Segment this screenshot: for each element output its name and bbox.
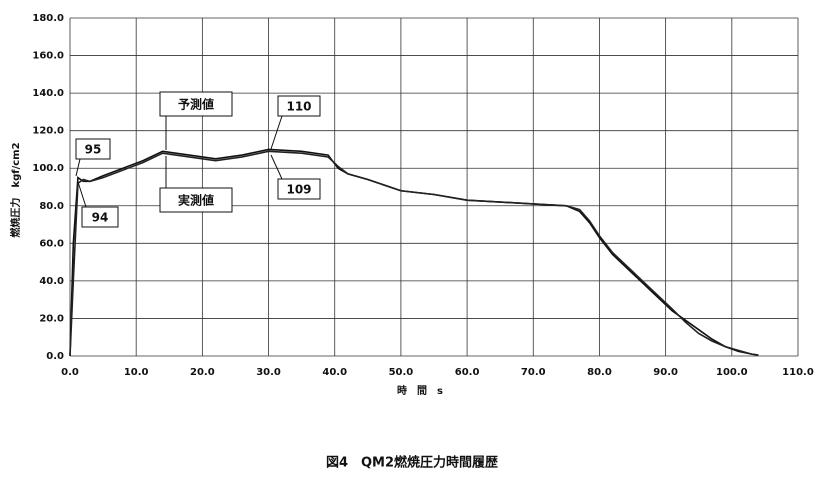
x-tick-label: 10.0 — [124, 367, 149, 378]
y-tick-label: 0.0 — [46, 351, 64, 362]
annotation: 95 — [85, 143, 102, 157]
x-tick-label: 0.0 — [61, 367, 79, 378]
x-tick-label: 40.0 — [322, 367, 347, 378]
annotation: 109 — [286, 183, 311, 197]
leader-line — [77, 181, 87, 208]
x-tick-label: 50.0 — [389, 367, 414, 378]
legend-label-box — [159, 91, 233, 117]
y-tick-label: 100.0 — [32, 163, 64, 174]
legend-label-box — [159, 187, 233, 213]
y-axis-label: 燃焼圧力 kgf/cm2 — [9, 142, 22, 237]
annotation-box — [75, 138, 111, 160]
x-axis-label: 時 間 s — [397, 384, 443, 397]
annotation-box — [277, 95, 321, 117]
leader-line — [75, 158, 81, 177]
y-tick-label: 20.0 — [39, 313, 64, 324]
annotation-box — [277, 178, 321, 200]
x-tick-label: 20.0 — [190, 367, 215, 378]
y-tick-label: 140.0 — [32, 88, 64, 99]
leader-line — [270, 115, 283, 150]
legend-label: 予測値 — [178, 97, 214, 112]
x-tick-label: 100.0 — [716, 367, 748, 378]
x-tick-label: 90.0 — [653, 367, 678, 378]
leader-line — [270, 154, 283, 180]
annotation-box — [81, 206, 119, 228]
annotation: 110 — [286, 100, 311, 114]
x-tick-label: 110.0 — [782, 367, 814, 378]
y-tick-label: 180.0 — [32, 13, 64, 24]
y-tick-label: 160.0 — [32, 51, 64, 62]
y-tick-label: 80.0 — [39, 201, 64, 212]
y-tick-label: 60.0 — [39, 238, 64, 249]
legend-label: 実測値 — [178, 193, 214, 208]
chart-title: 図4 QM2燃焼圧力時間履歴 — [326, 455, 498, 471]
series-line — [69, 150, 759, 357]
series-line — [69, 148, 759, 357]
x-tick-label: 70.0 — [521, 367, 546, 378]
x-tick-label: 80.0 — [587, 367, 612, 378]
annotation: 94 — [92, 211, 109, 225]
x-tick-label: 60.0 — [455, 367, 480, 378]
x-tick-label: 30.0 — [256, 367, 281, 378]
y-tick-label: 120.0 — [32, 126, 64, 137]
y-tick-label: 40.0 — [39, 276, 64, 287]
